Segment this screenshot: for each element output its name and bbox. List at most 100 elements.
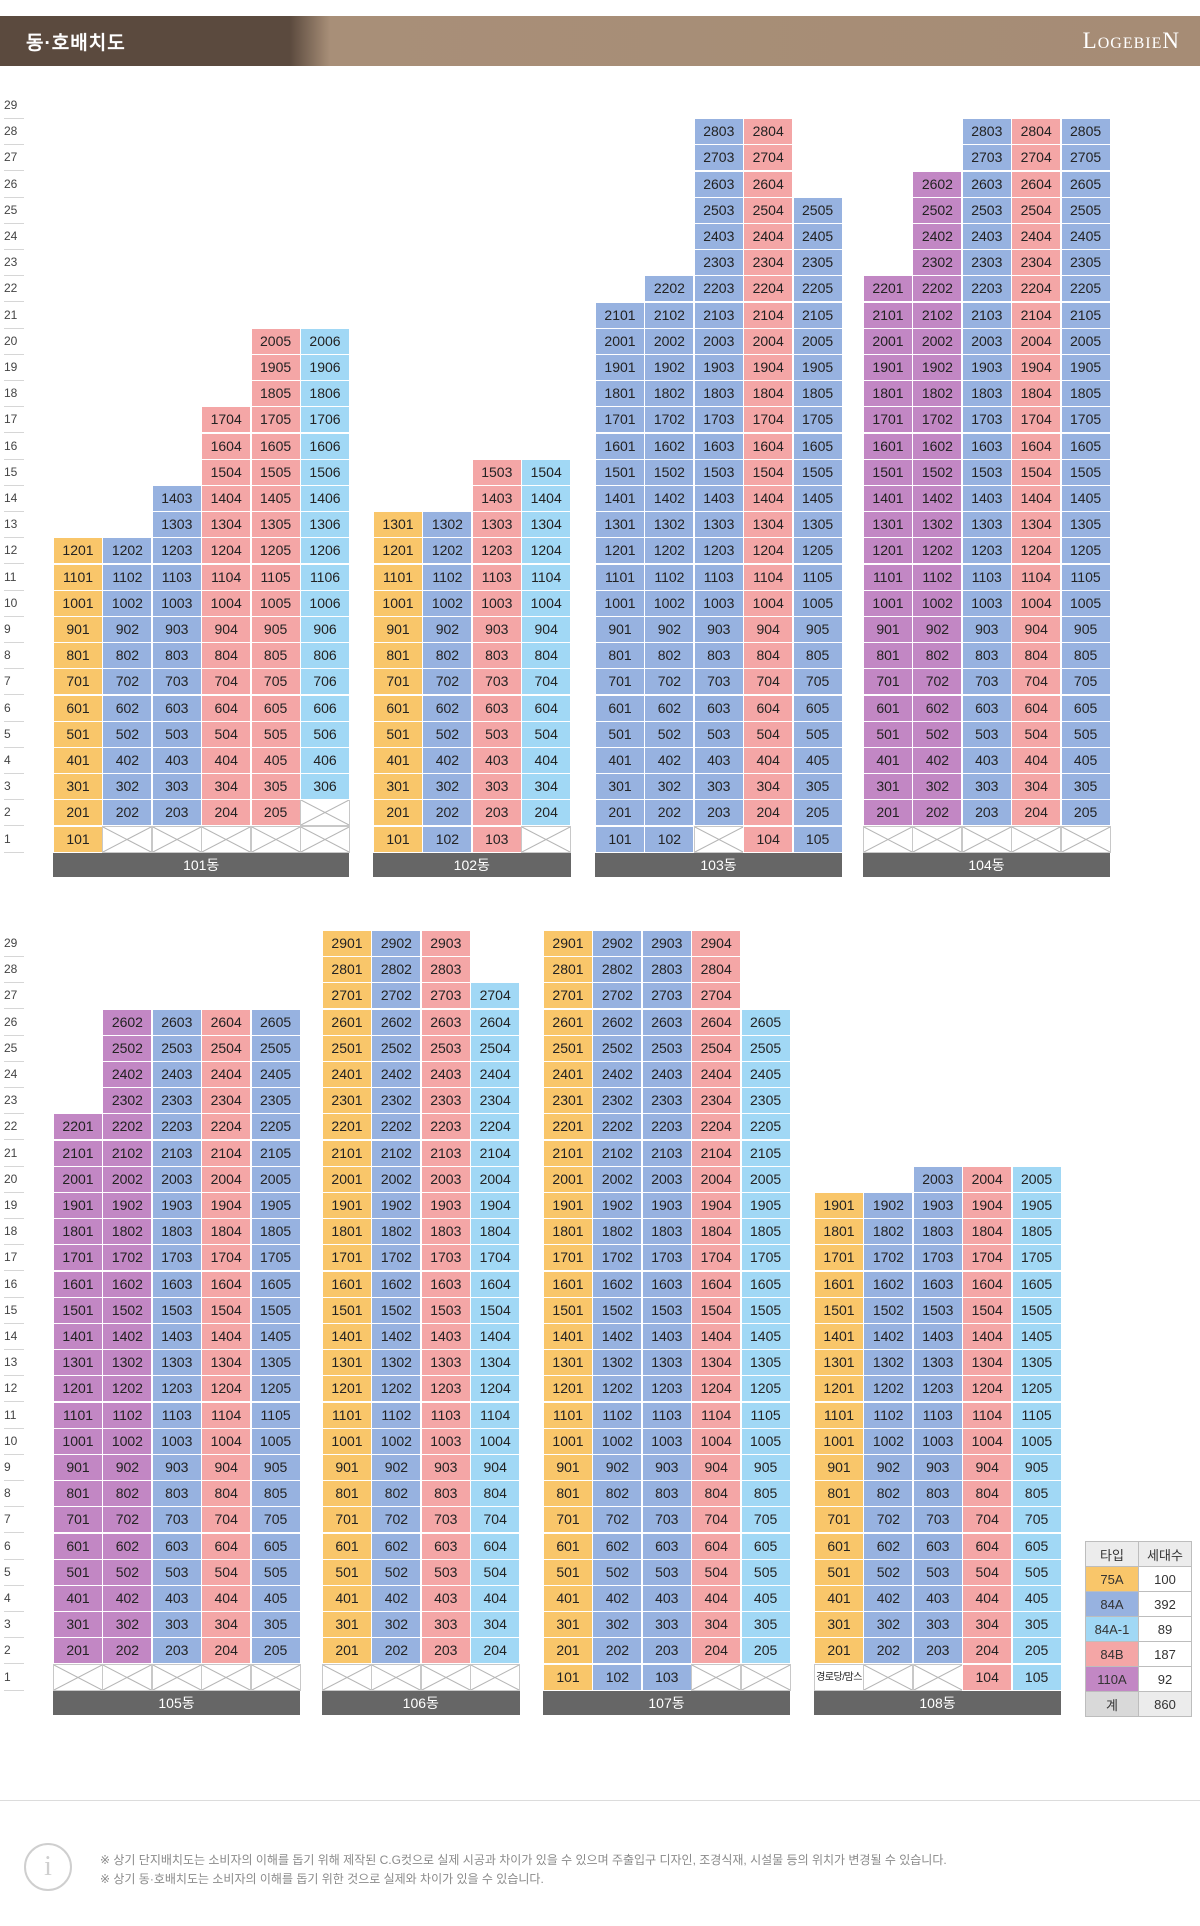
unit-cell: 302: [371, 1611, 422, 1639]
unit-cell: 701: [322, 1506, 372, 1534]
unit-cell: 302: [912, 773, 963, 801]
unit-cell: 403: [912, 1585, 963, 1612]
unit-cell: 2003: [961, 327, 1012, 355]
unit-cell: 1103: [471, 563, 522, 591]
unit-cell: 803: [912, 1480, 963, 1508]
unit-cell: 1303: [912, 1349, 963, 1377]
unit-chart-bottom: 29 28 27 26 25 24 23 22 21 20 19 18 17 16 15 14 13 12 11 10…: [0, 930, 1200, 1730]
unit-cell: 1804: [743, 380, 794, 408]
unit-cell: 1204: [743, 537, 794, 565]
unit-cell: 2204: [743, 275, 794, 303]
unit-cell: 1503: [961, 458, 1012, 486]
unit-cell: 2103: [420, 1139, 471, 1167]
floor-label: 16: [4, 1271, 24, 1298]
unit-cell: 603: [693, 694, 744, 722]
unit-cell: 503: [151, 1558, 202, 1586]
unit-cell: 902: [371, 1454, 422, 1481]
unit-cell: 103: [471, 825, 522, 853]
unit-cell: 405: [250, 747, 301, 774]
unit-cell: 1504: [201, 458, 252, 486]
unit-cell: 2602: [371, 1008, 422, 1036]
unit-cell: 1604: [743, 432, 794, 460]
unit-cell: 801: [373, 642, 423, 670]
unit-cell: 501: [863, 720, 913, 748]
unit-cell: 1206: [300, 537, 350, 565]
cross-icon: [1061, 826, 1110, 852]
unit-cell: 304: [743, 773, 794, 801]
unit-cell: 602: [422, 694, 473, 722]
unit-cell: 702: [371, 1506, 422, 1534]
unit-cell: 2401: [322, 1061, 372, 1088]
unit-cell: 1402: [863, 1323, 914, 1350]
empty-unit-cell: [1011, 825, 1062, 853]
unit-cell: 1105: [740, 1401, 791, 1429]
unit-cell: 204: [691, 1637, 742, 1665]
unit-cell: 703: [420, 1506, 471, 1534]
unit-cell: 305: [250, 1611, 301, 1639]
unit-cell: 601: [595, 694, 645, 722]
unit-cell: 1803: [961, 380, 1012, 408]
unit-cell: 1704: [201, 1244, 252, 1272]
unit-cell: 602: [592, 1532, 643, 1560]
unit-cell: 205: [740, 1637, 791, 1665]
unit-cell: 202: [422, 799, 473, 827]
unit-cell: 2704: [470, 982, 521, 1010]
unit-cell: 1204: [962, 1375, 1013, 1403]
unit-cell: 606: [300, 694, 350, 722]
unit-cell: 902: [102, 1454, 153, 1481]
unit-cell: 1204: [1011, 537, 1062, 565]
unit-cell: 1203: [912, 1375, 963, 1403]
unit-cell: 1304: [470, 1349, 521, 1377]
unit-cell: 1602: [863, 1270, 914, 1298]
unit-cell: 702: [644, 668, 695, 696]
unit-cell: 1104: [743, 563, 794, 591]
cross-icon: [301, 800, 349, 826]
unit-cell: 301: [814, 1611, 864, 1639]
unit-cell: 1103: [151, 1401, 202, 1429]
unit-cell: 2001: [322, 1165, 372, 1193]
unit-cell: 1703: [641, 1244, 692, 1272]
unit-cell: 404: [1011, 747, 1062, 774]
unit-cell: 2003: [912, 1165, 963, 1193]
unit-cell: 301: [543, 1611, 593, 1639]
building-label: 106동: [322, 1690, 520, 1715]
legend-row: 84A-1 89: [1085, 1616, 1192, 1642]
building-label: 108동: [814, 1690, 1061, 1715]
unit-cell: 1504: [743, 458, 794, 486]
floor-label: 15: [4, 459, 24, 486]
unit-cell: 1102: [371, 1401, 422, 1429]
unit-cell: 2304: [1011, 249, 1062, 277]
unit-cell: 903: [151, 1454, 202, 1481]
unit-cell: 2301: [543, 1087, 593, 1115]
legend-count: 92: [1138, 1666, 1192, 1692]
info-icon: i: [24, 1843, 72, 1891]
unit-cell: 1703: [151, 1244, 202, 1272]
unit-cell: 601: [53, 694, 103, 722]
empty-unit-cell: [322, 1663, 372, 1691]
unit-cell: 403: [693, 747, 744, 774]
unit-cell: 1204: [691, 1375, 742, 1403]
unit-cell: 303: [693, 773, 744, 801]
unit-cell: 2402: [912, 223, 963, 250]
unit-cell: 1202: [102, 1375, 153, 1403]
unit-cell: 1003: [420, 1427, 471, 1455]
unit-cell: 801: [53, 1480, 103, 1508]
floor-label: 26: [4, 171, 24, 198]
unit-cell: 301: [373, 773, 423, 801]
unit-cell: 405: [740, 1585, 791, 1612]
unit-cell: 902: [644, 616, 695, 643]
unit-cell: 804: [962, 1480, 1013, 1508]
unit-cell: 802: [912, 642, 963, 670]
unit-cell: 803: [693, 642, 744, 670]
unit-cell: 2804: [743, 118, 794, 146]
unit-cell: 304: [201, 773, 252, 801]
unit-cell: 504: [1011, 720, 1062, 748]
unit-cell: 2002: [371, 1165, 422, 1193]
unit-cell: 1805: [1060, 380, 1111, 408]
unit-cell: 1703: [693, 406, 744, 434]
unit-cell: 1104: [201, 1401, 252, 1429]
unit-cell: 505: [740, 1558, 791, 1586]
unit-cell: 1904: [962, 1192, 1013, 1219]
floor-label: 15: [4, 1297, 24, 1324]
unit-cell: 2405: [792, 223, 843, 250]
